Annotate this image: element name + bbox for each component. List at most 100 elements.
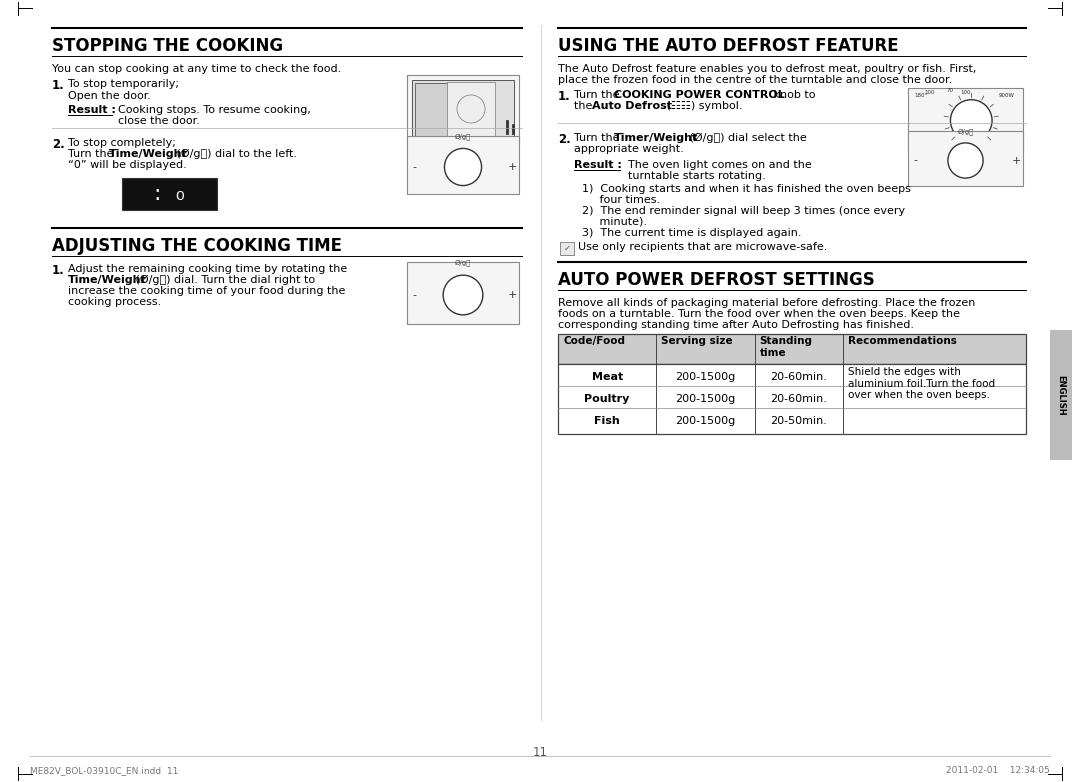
Text: 200-1500g: 200-1500g <box>675 372 735 382</box>
Text: To stop completely;: To stop completely; <box>68 138 176 148</box>
Text: Time/Weight: Time/Weight <box>109 149 188 159</box>
Text: Turn the: Turn the <box>573 133 623 143</box>
Bar <box>558 364 1026 434</box>
Text: 200-1500g: 200-1500g <box>675 394 735 404</box>
Text: 20-60min.: 20-60min. <box>771 394 827 404</box>
Text: close the door.: close the door. <box>118 116 200 126</box>
Text: You can stop cooking at any time to check the food.: You can stop cooking at any time to chec… <box>52 64 341 74</box>
Text: knob to: knob to <box>770 90 815 100</box>
Text: +: + <box>1011 156 1021 166</box>
Bar <box>908 88 1023 153</box>
Text: Result :: Result : <box>68 105 116 115</box>
Text: Standing
time: Standing time <box>759 336 812 357</box>
Text: Turn the: Turn the <box>68 149 117 159</box>
Text: 20-60min.: 20-60min. <box>771 372 827 382</box>
Text: -: - <box>411 162 416 172</box>
Text: -: - <box>411 290 416 300</box>
Bar <box>558 334 1026 364</box>
Text: 200-1500g: 200-1500g <box>675 416 735 426</box>
Text: Adjust the remaining cooking time by rotating the: Adjust the remaining cooking time by rot… <box>68 264 348 274</box>
Text: place the frozen food in the centre of the turntable and close the door.: place the frozen food in the centre of t… <box>558 75 953 85</box>
Text: 100: 100 <box>924 90 935 95</box>
Circle shape <box>950 99 993 142</box>
Text: Shield the edges with
aluminium foil.Turn the food
over when the oven beeps.: Shield the edges with aluminium foil.Tur… <box>849 367 996 400</box>
Circle shape <box>443 275 483 315</box>
Text: Ø/g㎣: Ø/g㎣ <box>455 259 471 266</box>
Circle shape <box>445 149 482 185</box>
Text: :  ₀: : ₀ <box>154 184 185 204</box>
Text: 3)  The current time is displayed again.: 3) The current time is displayed again. <box>582 228 801 238</box>
Text: corresponding standing time after Auto Defrosting has finished.: corresponding standing time after Auto D… <box>558 320 914 330</box>
Text: 20-50min.: 20-50min. <box>771 416 827 426</box>
Bar <box>411 80 514 138</box>
Text: 70: 70 <box>946 88 954 93</box>
Text: ME82V_BOL-03910C_EN.indd  11: ME82V_BOL-03910C_EN.indd 11 <box>30 766 178 775</box>
Bar <box>447 82 495 136</box>
Text: increase the cooking time of your food during the: increase the cooking time of your food d… <box>68 286 346 296</box>
Text: 2011-02-01    12:34:05: 2011-02-01 12:34:05 <box>946 766 1050 775</box>
Text: Poultry: Poultry <box>584 394 630 404</box>
Text: (☷☷) symbol.: (☷☷) symbol. <box>663 101 743 111</box>
Text: +: + <box>508 162 516 172</box>
Text: Open the door.: Open the door. <box>68 91 151 101</box>
Text: 2.: 2. <box>52 138 65 151</box>
Bar <box>407 262 519 324</box>
Text: 180°: 180° <box>914 93 928 98</box>
Text: Result :: Result : <box>573 160 622 170</box>
Text: 1)  Cooking starts and when it has finished the oven beeps: 1) Cooking starts and when it has finish… <box>582 184 910 194</box>
Text: 11: 11 <box>532 746 548 759</box>
Bar <box>122 178 217 210</box>
Text: Remove all kinds of packaging material before defrosting. Place the frozen: Remove all kinds of packaging material b… <box>558 298 975 308</box>
Text: STOPPING THE COOKING: STOPPING THE COOKING <box>52 37 283 55</box>
Text: Use only recipients that are microwave-safe.: Use only recipients that are microwave-s… <box>578 242 827 252</box>
Text: (Ø/g㎣) dial to the left.: (Ø/g㎣) dial to the left. <box>173 149 297 160</box>
Text: Timer/Weight: Timer/Weight <box>615 133 699 143</box>
Text: ADJUSTING THE COOKING TIME: ADJUSTING THE COOKING TIME <box>52 237 342 255</box>
Text: turntable starts rotating.: turntable starts rotating. <box>627 171 766 181</box>
Text: Ø/g㎣: Ø/g㎣ <box>455 133 471 140</box>
Text: Auto Defrost: Auto Defrost <box>592 101 672 111</box>
Text: ENGLISH: ENGLISH <box>1056 375 1066 415</box>
Text: (Ø/g㎣) dial. Turn the dial right to: (Ø/g㎣) dial. Turn the dial right to <box>132 275 315 285</box>
Text: To stop temporarily;: To stop temporarily; <box>68 79 179 89</box>
Bar <box>561 242 573 255</box>
Text: minute).: minute). <box>582 217 647 227</box>
Bar <box>407 136 519 194</box>
Text: COOKING POWER CONTROL: COOKING POWER CONTROL <box>615 90 785 100</box>
Text: 2)  The end reminder signal will beep 3 times (once every: 2) The end reminder signal will beep 3 t… <box>582 206 905 216</box>
Bar <box>908 131 1023 186</box>
Text: 2.: 2. <box>558 133 570 146</box>
Text: +: + <box>508 290 516 300</box>
Text: Code/Food: Code/Food <box>563 336 625 346</box>
Text: 900W: 900W <box>999 93 1015 98</box>
Text: 1.: 1. <box>52 79 65 92</box>
Text: AUTO POWER DEFROST SETTINGS: AUTO POWER DEFROST SETTINGS <box>558 271 875 289</box>
Text: The Auto Defrost feature enables you to defrost meat, poultry or fish. First,: The Auto Defrost feature enables you to … <box>558 64 976 74</box>
Text: Meat: Meat <box>592 372 623 382</box>
Text: -: - <box>913 156 917 166</box>
Text: 1.: 1. <box>558 90 570 103</box>
Text: Ø/g㎣: Ø/g㎣ <box>957 128 974 135</box>
Text: Turn the: Turn the <box>573 90 623 100</box>
Text: ✓: ✓ <box>564 244 570 253</box>
Text: appropriate weight.: appropriate weight. <box>573 144 684 154</box>
Text: cooking process.: cooking process. <box>68 297 161 307</box>
Text: The oven light comes on and the: The oven light comes on and the <box>627 160 812 170</box>
Circle shape <box>948 143 983 178</box>
Bar <box>407 75 519 143</box>
Text: foods on a turntable. Turn the food over when the oven beeps. Keep the: foods on a turntable. Turn the food over… <box>558 309 960 319</box>
Text: 100: 100 <box>961 90 971 95</box>
Bar <box>1050 330 1072 460</box>
Text: the: the <box>573 101 596 111</box>
Text: 1.: 1. <box>52 264 65 277</box>
Text: Fish: Fish <box>594 416 620 426</box>
Text: USING THE AUTO DEFROST FEATURE: USING THE AUTO DEFROST FEATURE <box>558 37 899 55</box>
Polygon shape <box>415 83 462 136</box>
Text: Recommendations: Recommendations <box>849 336 957 346</box>
Text: (Ø/g㎣) dial select the: (Ø/g㎣) dial select the <box>686 133 807 143</box>
Text: “0” will be displayed.: “0” will be displayed. <box>68 160 187 170</box>
Text: Cooking stops. To resume cooking,: Cooking stops. To resume cooking, <box>118 105 311 115</box>
Text: Time/Weight: Time/Weight <box>68 275 147 285</box>
Text: Serving size: Serving size <box>661 336 733 346</box>
Text: four times.: four times. <box>582 195 660 205</box>
